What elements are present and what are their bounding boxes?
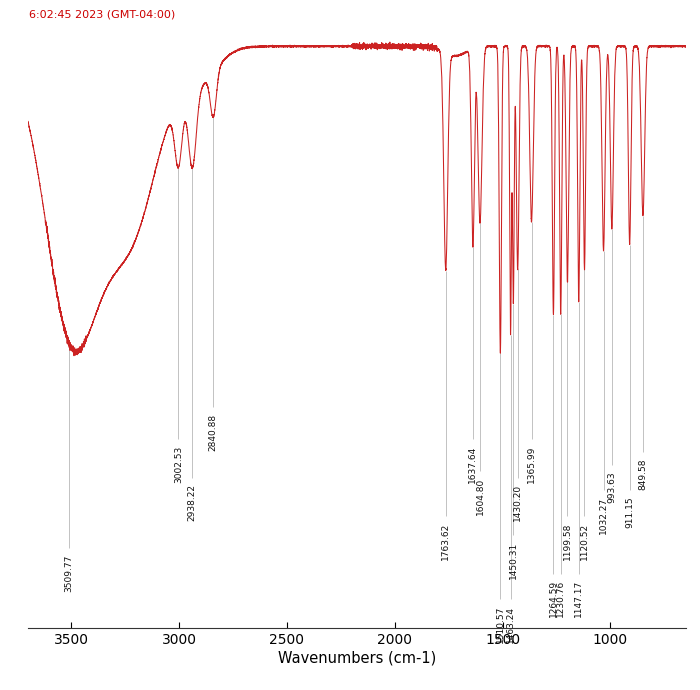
Text: 1637.64: 1637.64 xyxy=(468,446,477,483)
Text: 1199.58: 1199.58 xyxy=(563,522,572,560)
Text: 911.15: 911.15 xyxy=(625,497,634,529)
Text: 1510.57: 1510.57 xyxy=(496,606,505,643)
Text: 1463.24: 1463.24 xyxy=(506,606,515,642)
Text: 6:02:45 2023 (GMT-04:00): 6:02:45 2023 (GMT-04:00) xyxy=(29,10,176,19)
Text: 2938.22: 2938.22 xyxy=(188,484,197,521)
Text: 3002.53: 3002.53 xyxy=(174,446,183,483)
Text: 1604.80: 1604.80 xyxy=(475,477,484,515)
Text: 993.63: 993.63 xyxy=(608,471,617,503)
Text: 1032.27: 1032.27 xyxy=(599,497,608,534)
Text: 1230.76: 1230.76 xyxy=(556,580,565,618)
Text: 849.58: 849.58 xyxy=(638,459,648,490)
Text: 1365.99: 1365.99 xyxy=(527,446,536,483)
Text: 1430.20: 1430.20 xyxy=(513,484,522,521)
Text: 1120.52: 1120.52 xyxy=(580,522,589,560)
Text: 1763.62: 1763.62 xyxy=(441,522,450,560)
Text: 1264.59: 1264.59 xyxy=(549,580,558,617)
Text: 1147.17: 1147.17 xyxy=(574,580,583,618)
Text: 1450.31: 1450.31 xyxy=(509,542,518,579)
Text: 2840.88: 2840.88 xyxy=(209,414,218,451)
X-axis label: Wavenumbers (cm-1): Wavenumbers (cm-1) xyxy=(278,651,436,666)
Text: 3509.77: 3509.77 xyxy=(64,554,74,592)
